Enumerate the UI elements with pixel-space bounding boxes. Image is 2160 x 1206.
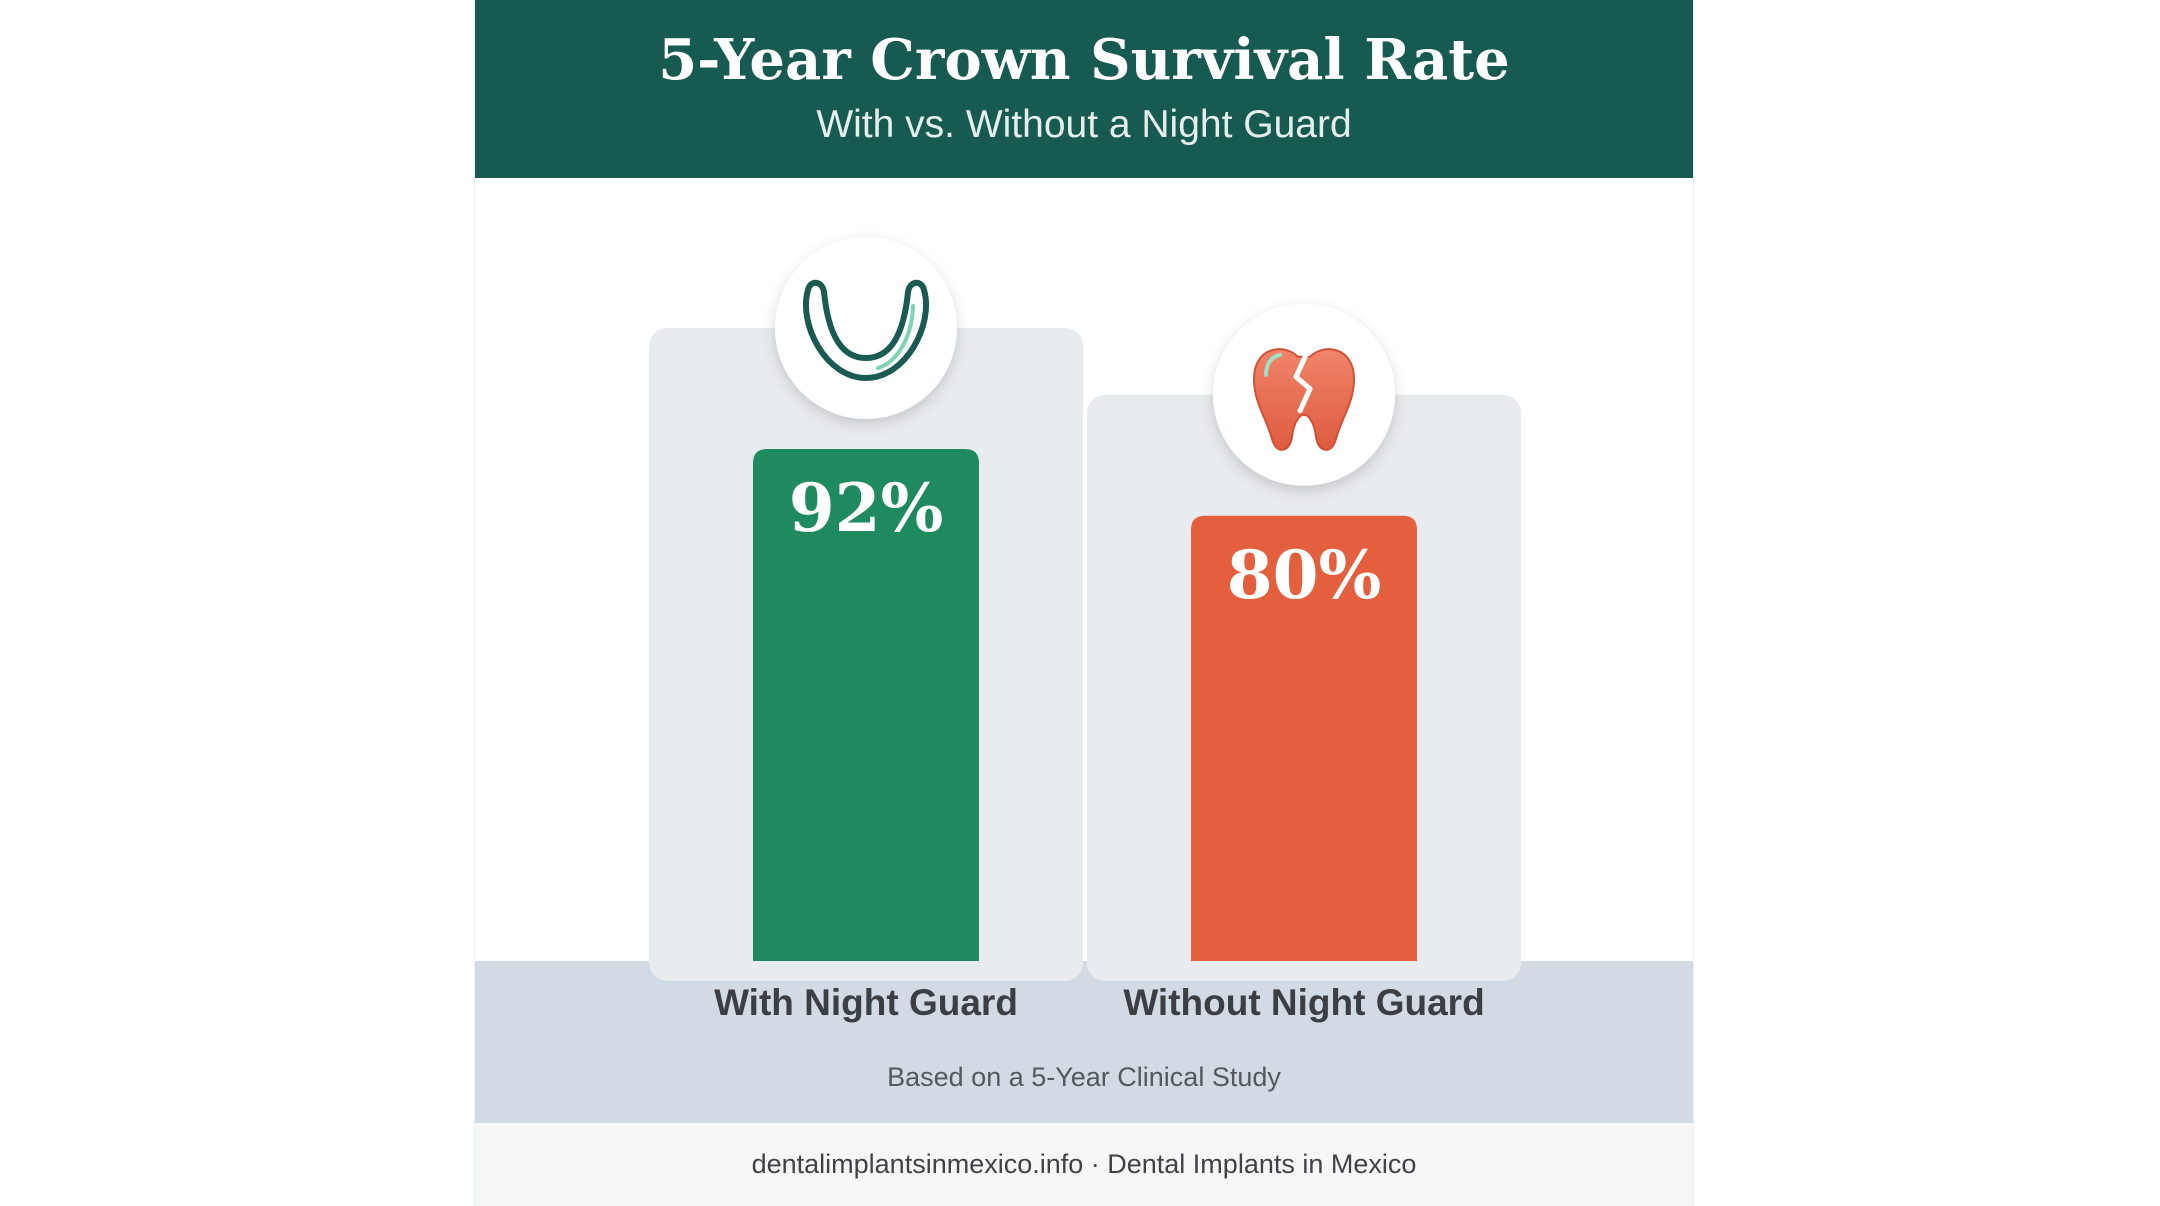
- footer-source-text: dentalimplantsinmexico.info · Dental Imp…: [751, 1149, 1417, 1179]
- chart-subtitle: With vs. Without a Night Guard: [816, 103, 1352, 146]
- value-label-without-night-guard: 80%: [1227, 536, 1382, 614]
- bar-chart: 92% 80%: [649, 237, 1521, 981]
- infographic-card: 5-Year Crown Survival Rate With vs. With…: [475, 0, 1693, 1206]
- bar-with-night-guard: [753, 449, 979, 961]
- plot-area: 92% 80% With Night Guard Without Night Gu…: [475, 178, 1693, 1206]
- study-note: Based on a 5-Year Clinical Study: [887, 1062, 1281, 1092]
- header-banner: 5-Year Crown Survival Rate With vs. With…: [475, 0, 1693, 178]
- cracked-tooth-icon: [1252, 348, 1356, 451]
- footer: dentalimplantsinmexico.info · Dental Imp…: [475, 1123, 1693, 1206]
- category-label-without-night-guard: Without Night Guard: [1123, 982, 1485, 1023]
- category-label-band: [475, 961, 1693, 1123]
- night-guard-icon: [803, 279, 929, 382]
- value-label-with-night-guard: 92%: [789, 469, 944, 547]
- icon-badge-with-night-guard: [775, 237, 957, 420]
- category-label-with-night-guard: With Night Guard: [714, 982, 1018, 1023]
- bar-without-night-guard: [1191, 515, 1417, 961]
- chart-title: 5-Year Crown Survival Rate: [658, 27, 1510, 93]
